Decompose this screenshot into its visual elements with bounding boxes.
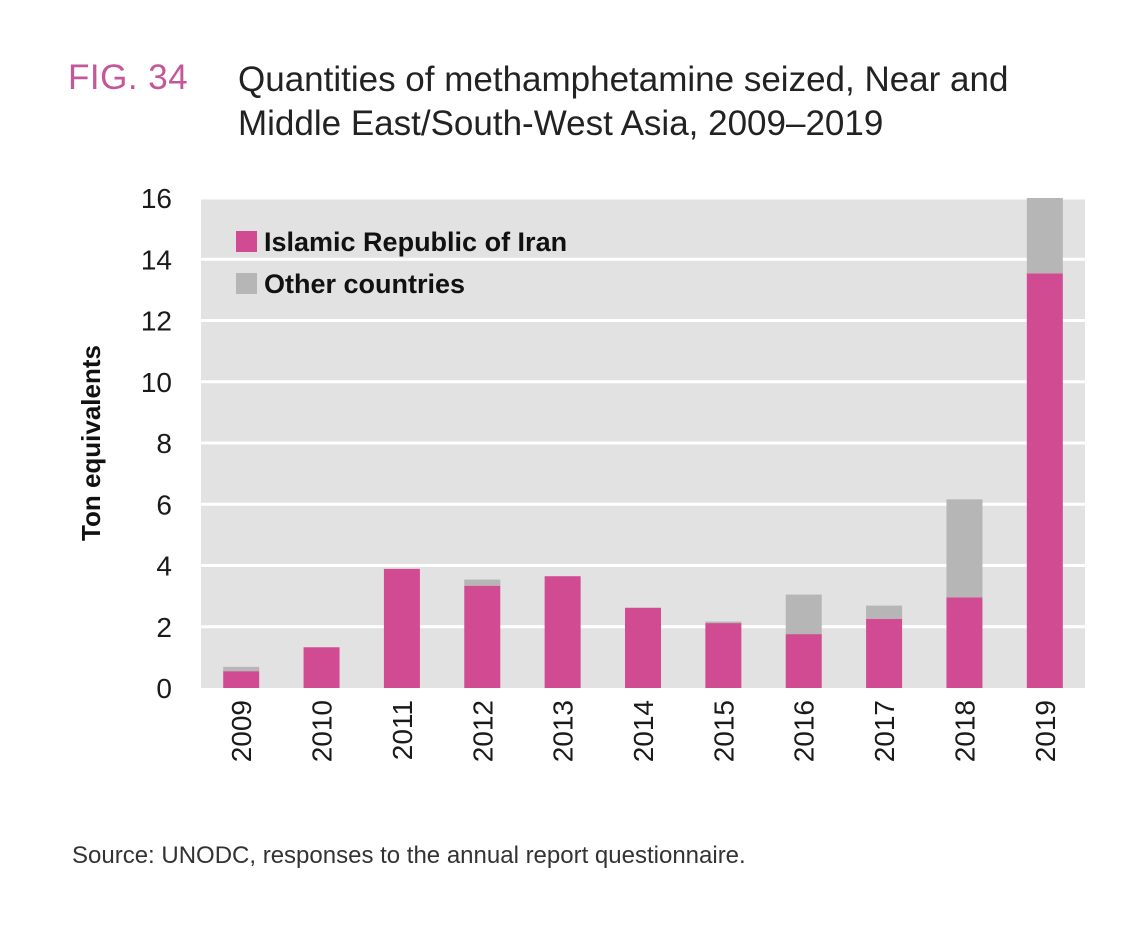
x-tick-label: 2016 [789,700,820,762]
bar-other-countries [866,605,903,619]
y-tick-label: 2 [156,612,172,643]
bar-other-countries [785,594,822,635]
y-tick-label: 6 [156,489,172,520]
bar-other-countries [946,499,983,598]
bar-iran [705,623,742,688]
x-tick-label: 2011 [387,700,418,760]
figure-label: FIG. 34 [68,58,189,97]
legend-swatch [236,273,257,294]
x-tick-label: 2015 [708,700,739,762]
x-tick-label: 2017 [869,700,900,762]
bar-iran [464,585,501,688]
bar-other-countries [705,621,742,624]
bar-other-countries [223,666,260,672]
bar-other-countries [464,579,501,586]
x-tick-label: 2014 [628,700,659,762]
chart-title: Quantities of methamphetamine seized, Ne… [238,60,1009,143]
legend-swatch [236,231,257,252]
legend-label: Other countries [264,269,465,299]
bar-iran [1026,273,1063,688]
bar-iran [383,568,420,688]
bar-iran [785,634,822,688]
x-tick-label: 2010 [307,700,338,762]
bar-iran [303,647,340,688]
x-tick-label: 2019 [1030,700,1061,762]
bar-iran [866,618,903,688]
x-tick-label: 2009 [226,700,257,762]
y-tick-label: 16 [141,183,172,214]
y-tick-label: 8 [156,428,172,459]
bar-iran [223,671,260,688]
source-note: Source: UNODC, responses to the annual r… [72,842,746,869]
bar-other-countries [1026,198,1063,274]
bar-iran [544,576,581,688]
bar-iran [946,597,983,688]
bar-iran [625,607,661,688]
y-tick-label: 14 [141,244,172,275]
y-tick-label: 4 [156,551,172,582]
x-tick-label: 2012 [467,700,498,762]
x-tick-label: 2013 [548,700,579,762]
y-axis-label: Ton equivalents [76,345,106,541]
x-tick-label: 2018 [949,700,980,762]
y-tick-label: 0 [156,673,172,704]
y-tick-label: 10 [141,367,172,398]
y-tick-label: 12 [141,306,172,337]
legend-label: Islamic Republic of Iran [264,227,567,257]
